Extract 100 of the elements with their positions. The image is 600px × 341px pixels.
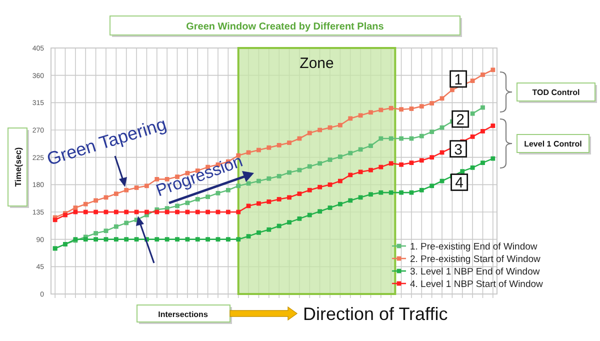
point	[206, 237, 210, 242]
point	[338, 154, 342, 159]
text: TOD Control	[532, 88, 580, 97]
point	[378, 164, 384, 170]
point	[73, 206, 78, 210]
point	[94, 237, 98, 242]
point	[104, 228, 108, 234]
point	[276, 174, 282, 178]
legend-label: 1. Pre-existing End of Window	[410, 242, 538, 252]
point	[409, 160, 414, 165]
point	[450, 88, 454, 92]
annotation: 3	[454, 141, 462, 158]
point	[328, 182, 332, 187]
point	[287, 195, 292, 200]
point	[73, 210, 78, 214]
point	[368, 168, 373, 172]
point	[226, 237, 230, 242]
point	[124, 220, 129, 226]
point	[388, 136, 394, 141]
point	[338, 178, 342, 184]
point	[419, 188, 424, 192]
text: Level 1 Control	[524, 140, 582, 148]
point	[368, 144, 373, 148]
point	[430, 184, 434, 188]
point	[399, 107, 404, 112]
point	[94, 231, 98, 236]
point	[114, 192, 118, 196]
point	[124, 210, 129, 214]
point	[419, 134, 424, 138]
point	[164, 210, 170, 214]
point	[307, 164, 312, 169]
point	[134, 237, 139, 242]
point	[338, 202, 342, 206]
point	[358, 170, 363, 174]
point	[216, 237, 220, 242]
point	[144, 184, 149, 188]
point	[348, 116, 353, 121]
point	[287, 220, 292, 225]
point	[399, 136, 404, 141]
point	[287, 170, 292, 175]
point	[490, 68, 496, 72]
point	[256, 230, 261, 235]
point	[368, 192, 373, 197]
point	[430, 155, 434, 160]
point	[480, 129, 485, 134]
point	[94, 210, 98, 214]
point	[440, 96, 444, 101]
point	[287, 140, 292, 145]
point	[297, 216, 302, 221]
point	[307, 130, 312, 136]
point	[195, 237, 200, 242]
point	[480, 160, 485, 165]
point	[185, 210, 190, 214]
point	[52, 218, 58, 222]
point	[246, 234, 251, 238]
point	[399, 190, 404, 195]
point	[328, 206, 332, 210]
point	[256, 148, 261, 152]
point	[348, 150, 353, 156]
point	[490, 156, 496, 161]
point	[206, 210, 210, 214]
point	[307, 212, 312, 218]
point	[318, 161, 322, 166]
x-axis-title: Intersections	[158, 310, 208, 319]
point	[388, 161, 394, 166]
point	[256, 201, 261, 206]
point	[94, 198, 98, 203]
legend-label: 2. Pre-existing Start of Window	[410, 254, 541, 265]
point	[134, 186, 139, 190]
point	[104, 237, 108, 242]
point	[338, 122, 342, 128]
point	[104, 195, 108, 200]
point	[297, 192, 302, 196]
point	[419, 104, 424, 109]
point	[114, 224, 118, 229]
point	[154, 237, 160, 242]
point	[348, 172, 353, 178]
point	[175, 210, 180, 214]
point	[358, 147, 363, 152]
point	[175, 237, 180, 242]
point	[114, 237, 118, 242]
point	[409, 106, 414, 111]
point	[399, 162, 404, 167]
point	[144, 210, 149, 214]
point	[266, 227, 272, 232]
text: Direction of Traffic	[303, 304, 448, 324]
point	[318, 128, 322, 132]
point	[276, 197, 282, 202]
point	[348, 198, 353, 203]
point	[430, 101, 434, 106]
point	[328, 125, 332, 130]
point	[297, 168, 302, 172]
point	[440, 125, 444, 130]
point	[266, 145, 272, 150]
point	[185, 237, 190, 242]
point	[185, 200, 190, 206]
chart-title: Green Window Created by Different Plans	[186, 22, 384, 32]
point	[307, 188, 312, 192]
legend-label: 3. Level 1 NBP End of Window	[410, 266, 540, 278]
point	[470, 78, 475, 83]
